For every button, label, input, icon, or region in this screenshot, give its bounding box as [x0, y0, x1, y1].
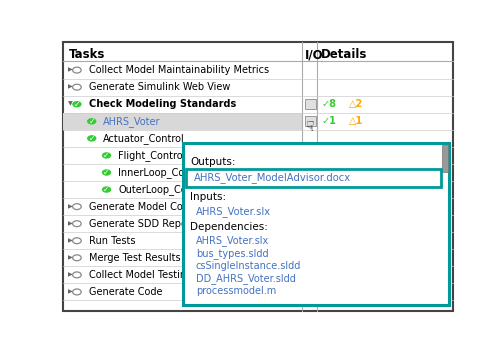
- Text: ✓: ✓: [89, 117, 95, 126]
- Text: ▼: ▼: [67, 102, 72, 107]
- Text: ✓1: ✓1: [321, 116, 336, 126]
- Text: Inputs:: Inputs:: [190, 192, 226, 202]
- Text: Actuator_Control: Actuator_Control: [104, 133, 185, 144]
- Text: AHRS_Voter.slx: AHRS_Voter.slx: [196, 206, 271, 217]
- Text: ▶: ▶: [67, 255, 72, 260]
- Text: processmodel.m: processmodel.m: [196, 285, 276, 296]
- Text: ▶: ▶: [67, 289, 72, 295]
- Text: Run Tests: Run Tests: [89, 236, 135, 246]
- Text: ✓: ✓: [103, 151, 110, 160]
- Text: ✓: ✓: [89, 134, 95, 143]
- Text: AHRS_Voter: AHRS_Voter: [104, 116, 161, 127]
- Text: OuterLoop_Control: OuterLoop_Control: [118, 184, 209, 195]
- Text: ✓8: ✓8: [321, 99, 337, 109]
- FancyBboxPatch shape: [186, 169, 441, 187]
- Text: △1: △1: [349, 116, 363, 126]
- Text: Outputs:: Outputs:: [190, 157, 235, 167]
- Text: Merge Test Results: Merge Test Results: [89, 253, 180, 263]
- Text: InnerLoop_Control: InnerLoop_Control: [118, 167, 207, 178]
- Text: Tasks: Tasks: [69, 48, 105, 61]
- FancyBboxPatch shape: [63, 113, 302, 130]
- Text: Collect Model Maintainability Metrics: Collect Model Maintainability Metrics: [89, 65, 269, 75]
- Circle shape: [72, 101, 81, 107]
- Text: Generate Simulink Web View: Generate Simulink Web View: [89, 82, 230, 92]
- Text: csSingleInstance.sldd: csSingleInstance.sldd: [196, 261, 301, 271]
- Text: Generate Code: Generate Code: [89, 287, 162, 297]
- Text: ✓: ✓: [103, 168, 110, 177]
- Text: ▶: ▶: [67, 68, 72, 73]
- FancyBboxPatch shape: [183, 143, 449, 305]
- Text: ▶: ▶: [67, 85, 72, 90]
- Text: bus_types.sldd: bus_types.sldd: [196, 248, 269, 259]
- Text: Flight_Control: Flight_Control: [118, 150, 186, 161]
- Text: Details: Details: [321, 48, 368, 61]
- Circle shape: [102, 186, 111, 193]
- Text: Check Modeling Standards: Check Modeling Standards: [89, 99, 236, 109]
- Text: AHRS_Voter.slx: AHRS_Voter.slx: [196, 235, 269, 246]
- Circle shape: [102, 169, 111, 176]
- FancyBboxPatch shape: [304, 99, 316, 109]
- Text: Dependencies:: Dependencies:: [190, 222, 268, 232]
- Text: Generate Model Comparison: Generate Model Comparison: [89, 202, 228, 211]
- FancyBboxPatch shape: [304, 116, 316, 126]
- Text: I/O: I/O: [305, 48, 324, 61]
- Text: DD_AHRS_Voter.sldd: DD_AHRS_Voter.sldd: [196, 273, 296, 284]
- Text: Collect Model Testing Metrics: Collect Model Testing Metrics: [89, 270, 230, 280]
- Text: ▶: ▶: [67, 272, 72, 277]
- FancyBboxPatch shape: [63, 42, 453, 311]
- Circle shape: [87, 118, 97, 125]
- Text: ☟: ☟: [306, 120, 314, 134]
- FancyBboxPatch shape: [442, 145, 448, 172]
- Text: ✓: ✓: [74, 100, 80, 109]
- Text: △2: △2: [349, 99, 363, 109]
- Text: ✓: ✓: [103, 185, 110, 194]
- Text: Generate SDD Report: Generate SDD Report: [89, 219, 194, 229]
- Text: AHRS_Voter_ModelAdvisor.docx: AHRS_Voter_ModelAdvisor.docx: [194, 172, 351, 183]
- Circle shape: [87, 135, 97, 142]
- Text: ▶: ▶: [67, 221, 72, 226]
- Text: ▶: ▶: [67, 204, 72, 209]
- Circle shape: [102, 152, 111, 159]
- Text: ▶: ▶: [67, 238, 72, 243]
